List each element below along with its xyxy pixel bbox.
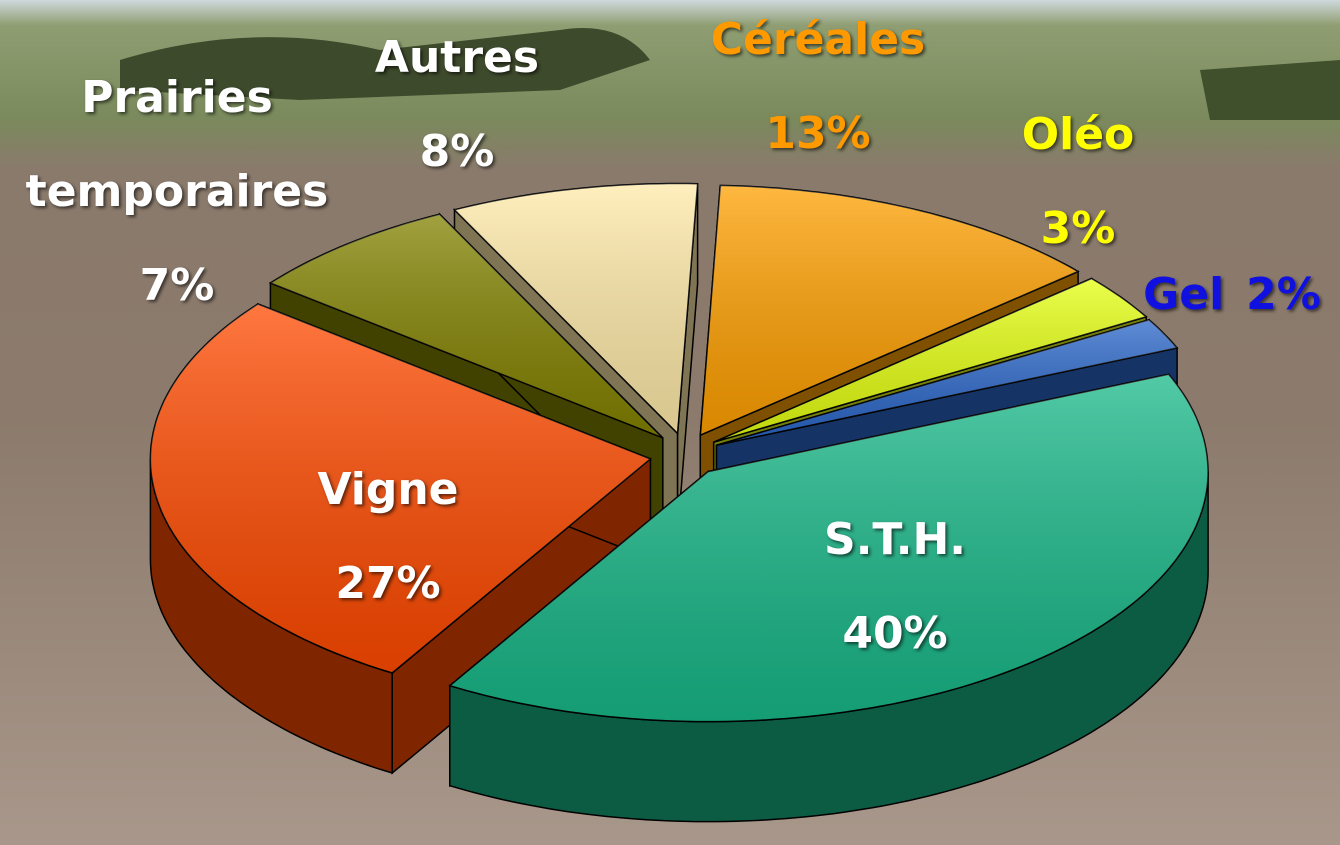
category-label: Gel xyxy=(1143,269,1225,320)
slice-label: Autres 8% xyxy=(327,11,587,199)
category-label: S.T.H. xyxy=(824,514,966,565)
value-label: 8% xyxy=(419,126,495,177)
value-label: 13% xyxy=(765,108,871,159)
slice-gloss xyxy=(716,319,1178,446)
pie xyxy=(149,182,1209,823)
category-label: Oléo xyxy=(1021,109,1135,160)
value-label: 40% xyxy=(842,608,948,659)
category-label: Céréales xyxy=(710,14,926,65)
value-label: 3% xyxy=(1040,203,1116,254)
trees xyxy=(1200,60,1340,120)
slice-gloss xyxy=(713,278,1147,443)
slice-label: Gel 2% xyxy=(1122,248,1340,342)
trees xyxy=(120,28,650,100)
value-label: 7% xyxy=(139,260,215,311)
slice-gloss xyxy=(449,374,1209,722)
slice-label: Céréales 13% xyxy=(668,0,968,181)
slice-label: Oléo 3% xyxy=(978,88,1178,276)
category-label: Vigne xyxy=(317,464,459,515)
slice-label: S.T.H. 40% xyxy=(745,493,1045,681)
value-label: 2% xyxy=(1246,269,1321,320)
slice-label: Vigne 27% xyxy=(238,443,538,631)
slice-gloss xyxy=(700,185,1079,436)
category-label: Autres xyxy=(374,32,540,83)
category-label: Prairies temporaires xyxy=(25,72,329,217)
value-label: 27% xyxy=(335,558,441,609)
slice-gloss xyxy=(270,214,663,438)
slice-gloss xyxy=(150,304,651,673)
slice-gloss xyxy=(454,183,698,434)
slice-label: Prairies temporaires 7% xyxy=(7,51,347,333)
